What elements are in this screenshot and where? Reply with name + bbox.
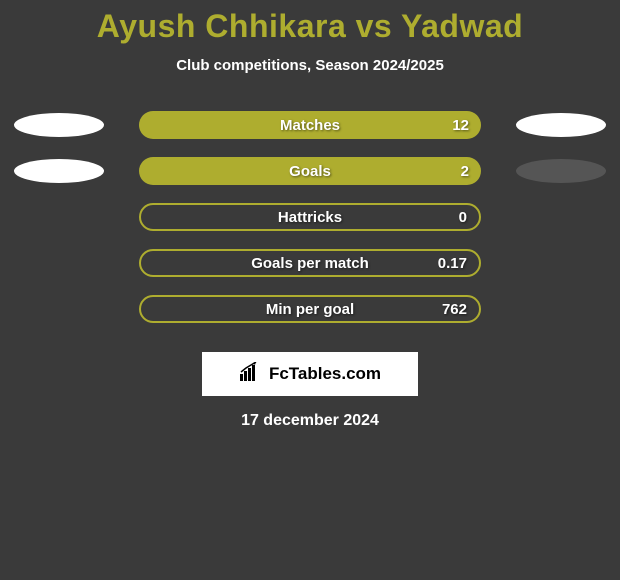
stat-pill: Goals 2 xyxy=(139,157,481,185)
stat-label: Matches xyxy=(280,117,340,134)
decor-left xyxy=(14,113,104,137)
card-date: 17 december 2024 xyxy=(0,412,620,430)
comparison-card: Ayush Chhikara vs Yadwad Club competitio… xyxy=(0,0,620,430)
card-subtitle: Club competitions, Season 2024/2025 xyxy=(0,57,620,74)
logo-text: FcTables.com xyxy=(269,364,381,384)
stat-value: 0 xyxy=(459,209,467,226)
stat-pill: Hattricks 0 xyxy=(139,203,481,231)
stat-label: Min per goal xyxy=(266,301,354,318)
stat-row: Matches 12 xyxy=(0,102,620,148)
stat-label: Goals per match xyxy=(251,255,369,272)
decor-left xyxy=(14,159,104,183)
stat-pill: Goals per match 0.17 xyxy=(139,249,481,277)
decor-right xyxy=(516,159,606,183)
stat-label: Goals xyxy=(289,163,331,180)
stat-row: Hattricks 0 xyxy=(0,194,620,240)
chart-icon xyxy=(239,362,263,387)
stat-row: Goals 2 xyxy=(0,148,620,194)
stat-pill: Min per goal 762 xyxy=(139,295,481,323)
stat-value: 0.17 xyxy=(438,255,467,272)
decor-right xyxy=(516,113,606,137)
stat-value: 2 xyxy=(461,163,469,180)
stat-rows: Matches 12 Goals 2 Hattricks 0 Goals per match… xyxy=(0,102,620,332)
stat-value: 762 xyxy=(442,301,467,318)
stat-row: Min per goal 762 xyxy=(0,286,620,332)
stat-pill: Matches 12 xyxy=(139,111,481,139)
logo-box: FcTables.com xyxy=(202,352,418,396)
card-title: Ayush Chhikara vs Yadwad xyxy=(0,8,620,45)
stat-row: Goals per match 0.17 xyxy=(0,240,620,286)
stat-value: 12 xyxy=(452,117,469,134)
stat-label: Hattricks xyxy=(278,209,342,226)
